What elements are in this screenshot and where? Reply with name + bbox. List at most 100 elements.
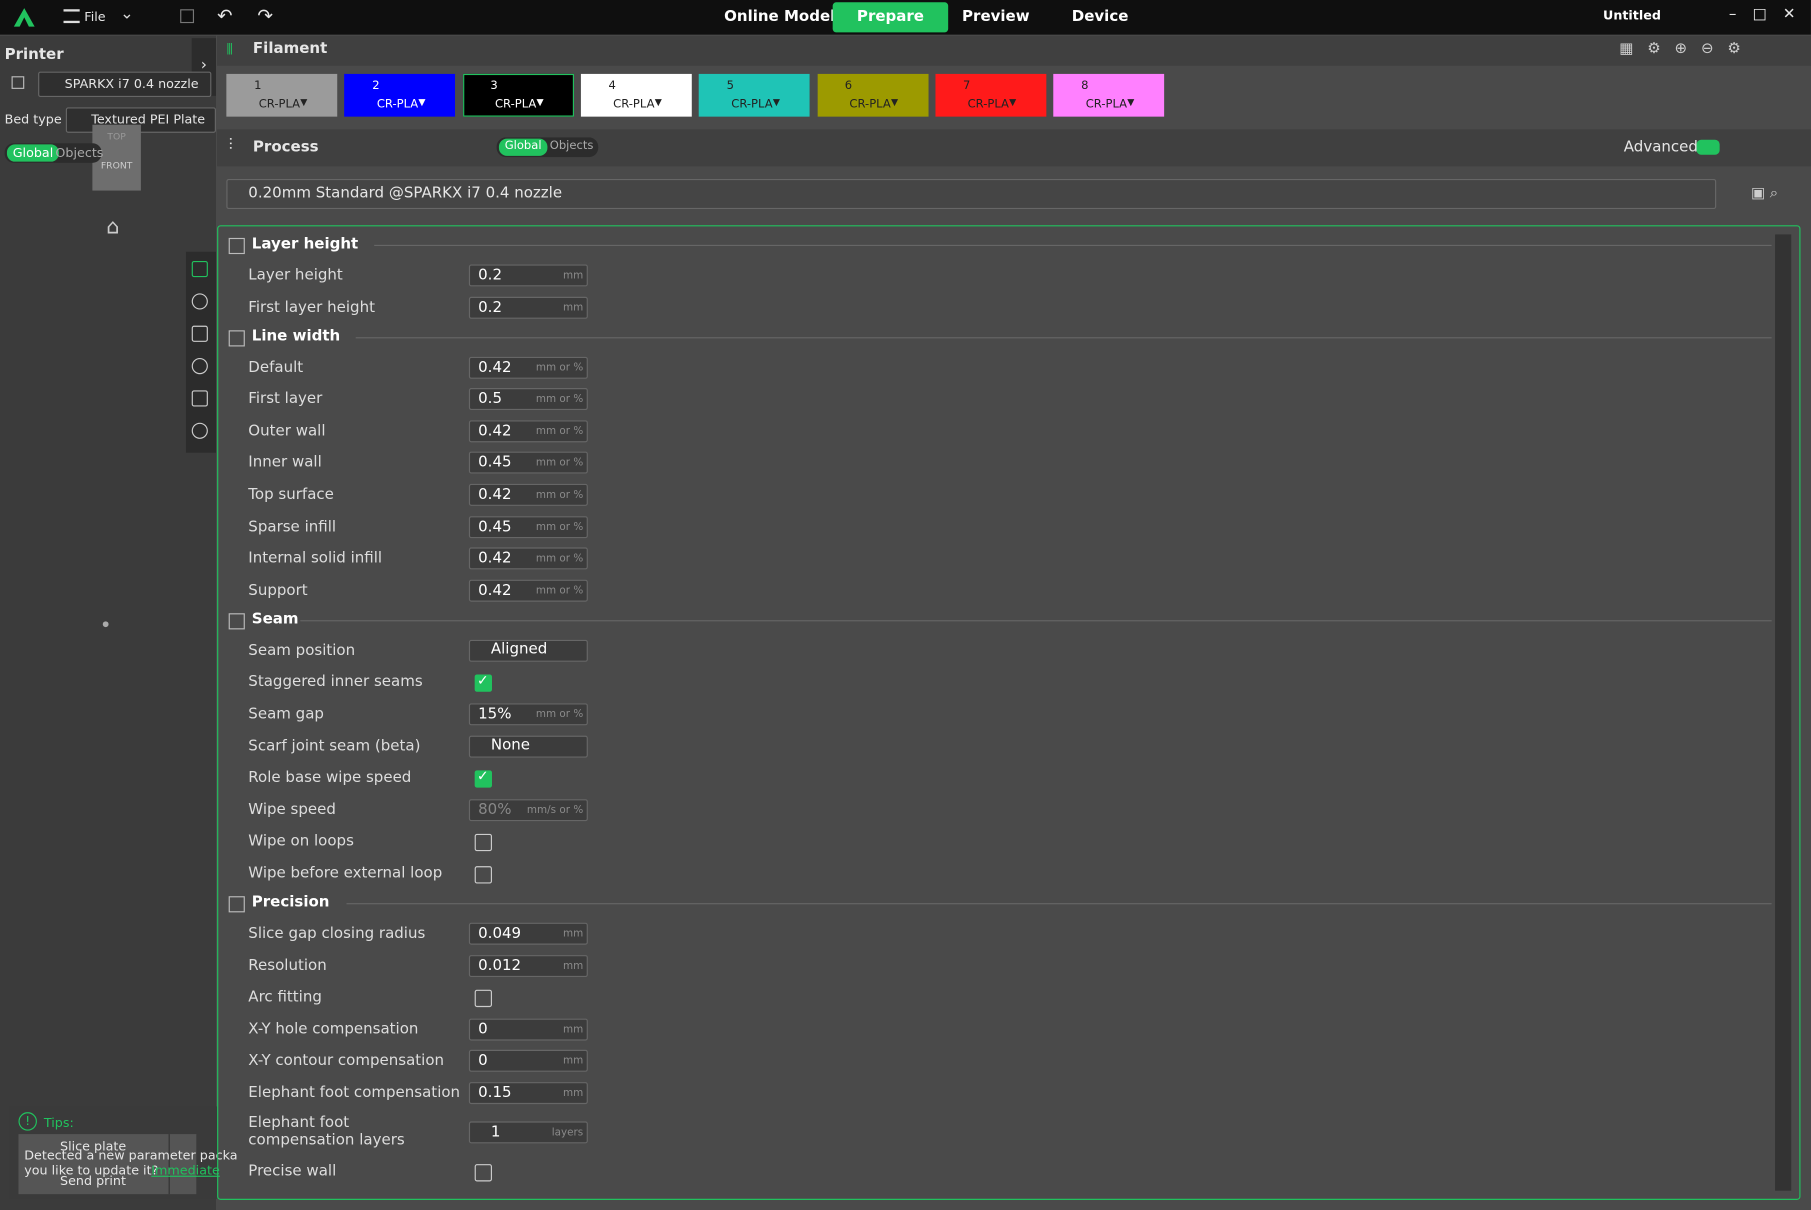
save-icon[interactable] bbox=[180, 9, 195, 24]
checkbox[interactable] bbox=[474, 989, 492, 1008]
scope-active[interactable]: Global bbox=[6, 144, 60, 162]
side-icon[interactable] bbox=[191, 261, 208, 278]
checkbox[interactable] bbox=[474, 866, 492, 884]
text-input[interactable]: 0.2 bbox=[468, 296, 588, 319]
bed-label: Bed type bbox=[4, 112, 62, 128]
slot-name[interactable]: CR-PLA bbox=[849, 98, 891, 111]
text-input[interactable]: 0.049 bbox=[468, 922, 588, 945]
text-input[interactable]: 0 bbox=[468, 1018, 588, 1041]
filament-slot[interactable] bbox=[935, 73, 1047, 117]
filament-header bbox=[217, 35, 1811, 66]
unit: mm bbox=[562, 960, 584, 972]
home-icon[interactable]: ⌂ bbox=[106, 214, 120, 240]
text-input[interactable]: 0.45 bbox=[468, 452, 588, 474]
text-input[interactable]: 0.45 bbox=[468, 515, 588, 538]
tips-link[interactable]: Immediate bbox=[151, 1162, 220, 1178]
tab[interactable]: Preview bbox=[962, 8, 1030, 26]
slice-arrows[interactable] bbox=[168, 1134, 197, 1195]
text-input[interactable]: 0.42 bbox=[468, 579, 588, 602]
unit: mm or % bbox=[535, 425, 584, 438]
setting-label: Internal solid infill bbox=[248, 549, 383, 568]
section-title: Line width bbox=[251, 327, 341, 345]
setting-label: Seam gap bbox=[248, 705, 324, 723]
text-input[interactable]: 1 bbox=[468, 1121, 588, 1144]
dropdown[interactable]: None bbox=[468, 735, 588, 758]
dropdown[interactable]: Aligned bbox=[468, 639, 588, 662]
preset-select[interactable]: 0.20mm Standard @SPARKX i7 0.4 nozzle bbox=[226, 179, 1717, 210]
side-icon[interactable] bbox=[191, 325, 208, 342]
side-icon[interactable] bbox=[191, 422, 208, 439]
side-icon[interactable] bbox=[191, 293, 208, 310]
slot-arrow[interactable]: ▼ bbox=[1127, 97, 1135, 108]
slot-name[interactable]: CR-PLA bbox=[494, 98, 537, 111]
text-input[interactable]: 0.012 bbox=[468, 954, 588, 977]
slot-arrow[interactable]: ▼ bbox=[1009, 97, 1017, 108]
text-input[interactable]: 0.42 bbox=[468, 483, 588, 506]
scope-option[interactable]: Objects bbox=[549, 139, 594, 153]
advanced-label: Advanced bbox=[1623, 138, 1698, 156]
slot-arrow[interactable]: ▼ bbox=[772, 97, 780, 108]
tips-icon: ! bbox=[18, 1112, 37, 1131]
send-print[interactable]: Send print bbox=[60, 1173, 126, 1189]
text-input[interactable]: 0.42 bbox=[468, 547, 588, 570]
scope-option[interactable]: Objects bbox=[55, 145, 104, 161]
check-mark[interactable]: ✓ bbox=[476, 768, 489, 785]
filament-slot[interactable] bbox=[344, 73, 456, 117]
slot-arrow[interactable]: ▼ bbox=[418, 97, 426, 108]
filament-slot[interactable] bbox=[817, 73, 928, 117]
setting-label: First layer height bbox=[248, 298, 375, 316]
slot-name[interactable]: CR-PLA bbox=[731, 98, 773, 111]
slot-arrow[interactable]: ▼ bbox=[891, 97, 899, 108]
checkbox[interactable] bbox=[474, 770, 492, 788]
slot-arrow[interactable]: ▼ bbox=[536, 97, 544, 108]
slot-arrow[interactable]: ▼ bbox=[654, 97, 662, 108]
redo[interactable]: ↷ bbox=[257, 4, 274, 27]
slice-plate[interactable]: Slice plate bbox=[60, 1138, 127, 1154]
check-mark[interactable]: ✓ bbox=[476, 672, 489, 689]
tab[interactable]: Prepare bbox=[832, 2, 949, 33]
printer-select[interactable]: SPARKX i7 0.4 nozzle bbox=[38, 71, 212, 98]
tab[interactable]: Online Models bbox=[724, 8, 845, 26]
scope-active[interactable]: Global bbox=[498, 138, 548, 156]
checkbox[interactable] bbox=[474, 1164, 492, 1182]
filament-slot[interactable] bbox=[580, 73, 692, 117]
window-controls[interactable]: –□✕ bbox=[1728, 5, 1811, 24]
checkbox[interactable] bbox=[474, 674, 492, 693]
text-input[interactable]: 80% bbox=[468, 798, 588, 821]
file-menu[interactable]: File bbox=[84, 9, 106, 25]
filament-slot[interactable] bbox=[698, 73, 810, 117]
slot-name[interactable]: CR-PLA bbox=[376, 98, 419, 111]
unit: mm or % bbox=[535, 709, 584, 721]
menu-icon[interactable] bbox=[63, 9, 80, 24]
setting-label: Scarf joint seam (beta) bbox=[248, 737, 421, 755]
tab[interactable]: Device bbox=[1071, 8, 1129, 26]
bed-select[interactable]: Textured PEI Plate bbox=[65, 107, 216, 133]
text-input[interactable]: 0.42 bbox=[468, 420, 588, 443]
undo[interactable]: ↶ bbox=[217, 4, 233, 27]
slot-name[interactable]: CR-PLA bbox=[258, 98, 301, 111]
filament-tools[interactable]: ▦⚙⊕⊖⚙ bbox=[1619, 40, 1755, 58]
slot-arrow[interactable]: ▼ bbox=[300, 97, 308, 108]
text-input[interactable]: 0.2 bbox=[468, 264, 588, 287]
side-icon[interactable] bbox=[191, 358, 208, 375]
checkbox[interactable] bbox=[474, 834, 492, 852]
side-icon[interactable] bbox=[191, 390, 208, 407]
text-input[interactable]: 0 bbox=[468, 1050, 588, 1073]
text-input[interactable]: 0.5 bbox=[468, 388, 588, 411]
slot-name[interactable]: CR-PLA bbox=[967, 98, 1009, 111]
advanced-toggle[interactable] bbox=[1696, 139, 1720, 155]
text-input[interactable]: 15% bbox=[468, 703, 588, 726]
preset-tools[interactable]: ▣ ⌕ bbox=[1750, 184, 1779, 203]
slot-name[interactable]: CR-PLA bbox=[1085, 98, 1128, 111]
filament-slot[interactable] bbox=[1053, 73, 1165, 117]
text-input[interactable]: 0.42 bbox=[468, 356, 588, 379]
unit: mm or % bbox=[535, 553, 584, 565]
text-input[interactable]: 0.15 bbox=[468, 1082, 588, 1105]
filament-slot[interactable] bbox=[226, 73, 338, 117]
cube-top: TOP bbox=[107, 131, 126, 143]
scrollbar[interactable] bbox=[1775, 234, 1792, 1191]
dropdown-arrow[interactable]: ⌄ bbox=[120, 4, 134, 24]
slot-name[interactable]: CR-PLA bbox=[613, 98, 655, 111]
filament-slot[interactable] bbox=[462, 73, 574, 117]
section-icon bbox=[228, 613, 245, 630]
